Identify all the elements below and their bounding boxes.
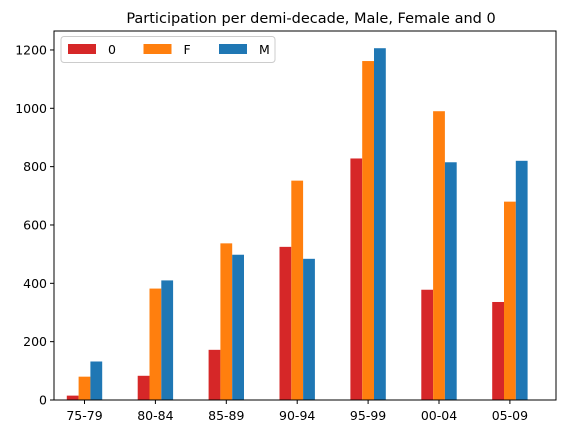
legend-label-M: M [259,42,270,57]
bar-0-05-09 [492,301,504,400]
x-tick-label: 00-04 [421,408,457,423]
bar-F-00-04 [433,111,445,400]
bar-M-05-09 [515,160,528,400]
legend-label-F: F [184,42,191,57]
y-tick-label: 600 [23,217,47,232]
legend-label-0: 0 [108,42,116,57]
y-tick-label: 0 [39,393,47,408]
x-tick-label: 90-94 [279,408,315,423]
bar-M-85-89 [232,254,244,400]
x-axis: 75-79 80-84 85-89 90-94 95-99 00-04 05-09 [66,400,528,423]
x-tick-label: 85-89 [208,408,244,423]
y-tick-label: 1000 [15,101,47,116]
y-tick-label: 200 [23,334,47,349]
bar-0-90-94 [279,246,292,400]
legend-swatch-F [143,44,172,54]
y-axis: 0 200 400 600 800 1000 1200 [15,42,54,408]
bar-M-00-04 [444,162,457,400]
bar-F-05-09 [504,201,516,400]
bar-M-90-94 [303,258,315,400]
chart-title: Participation per demi-decade, Male, Fem… [126,11,495,27]
x-tick-label: 80-84 [137,408,173,423]
legend: 0 F M [60,36,276,63]
bar-F-80-84 [149,288,162,400]
x-tick-label: 75-79 [66,408,102,423]
bars-group [66,48,528,401]
plot-frame [53,30,557,401]
bar-0-95-99 [350,158,363,400]
y-tick-label: 400 [23,276,47,291]
bar-0-85-89 [208,349,221,400]
bar-F-90-94 [291,180,304,400]
y-tick-label: 1200 [15,42,47,57]
y-tick-label: 800 [23,159,47,174]
bar-0-75-79 [66,395,79,400]
bar-M-75-79 [90,361,103,400]
bar-0-80-84 [137,375,150,400]
x-tick-label: 05-09 [492,408,528,423]
bar-M-80-84 [161,280,174,400]
bar-F-75-79 [78,376,91,400]
bar-M-95-99 [374,48,386,401]
bar-F-95-99 [362,61,374,401]
legend-swatch-0 [68,44,96,54]
bar-F-85-89 [220,243,233,400]
legend-swatch-M [219,44,247,54]
bar-0-00-04 [421,289,434,400]
x-tick-label: 95-99 [350,408,386,423]
